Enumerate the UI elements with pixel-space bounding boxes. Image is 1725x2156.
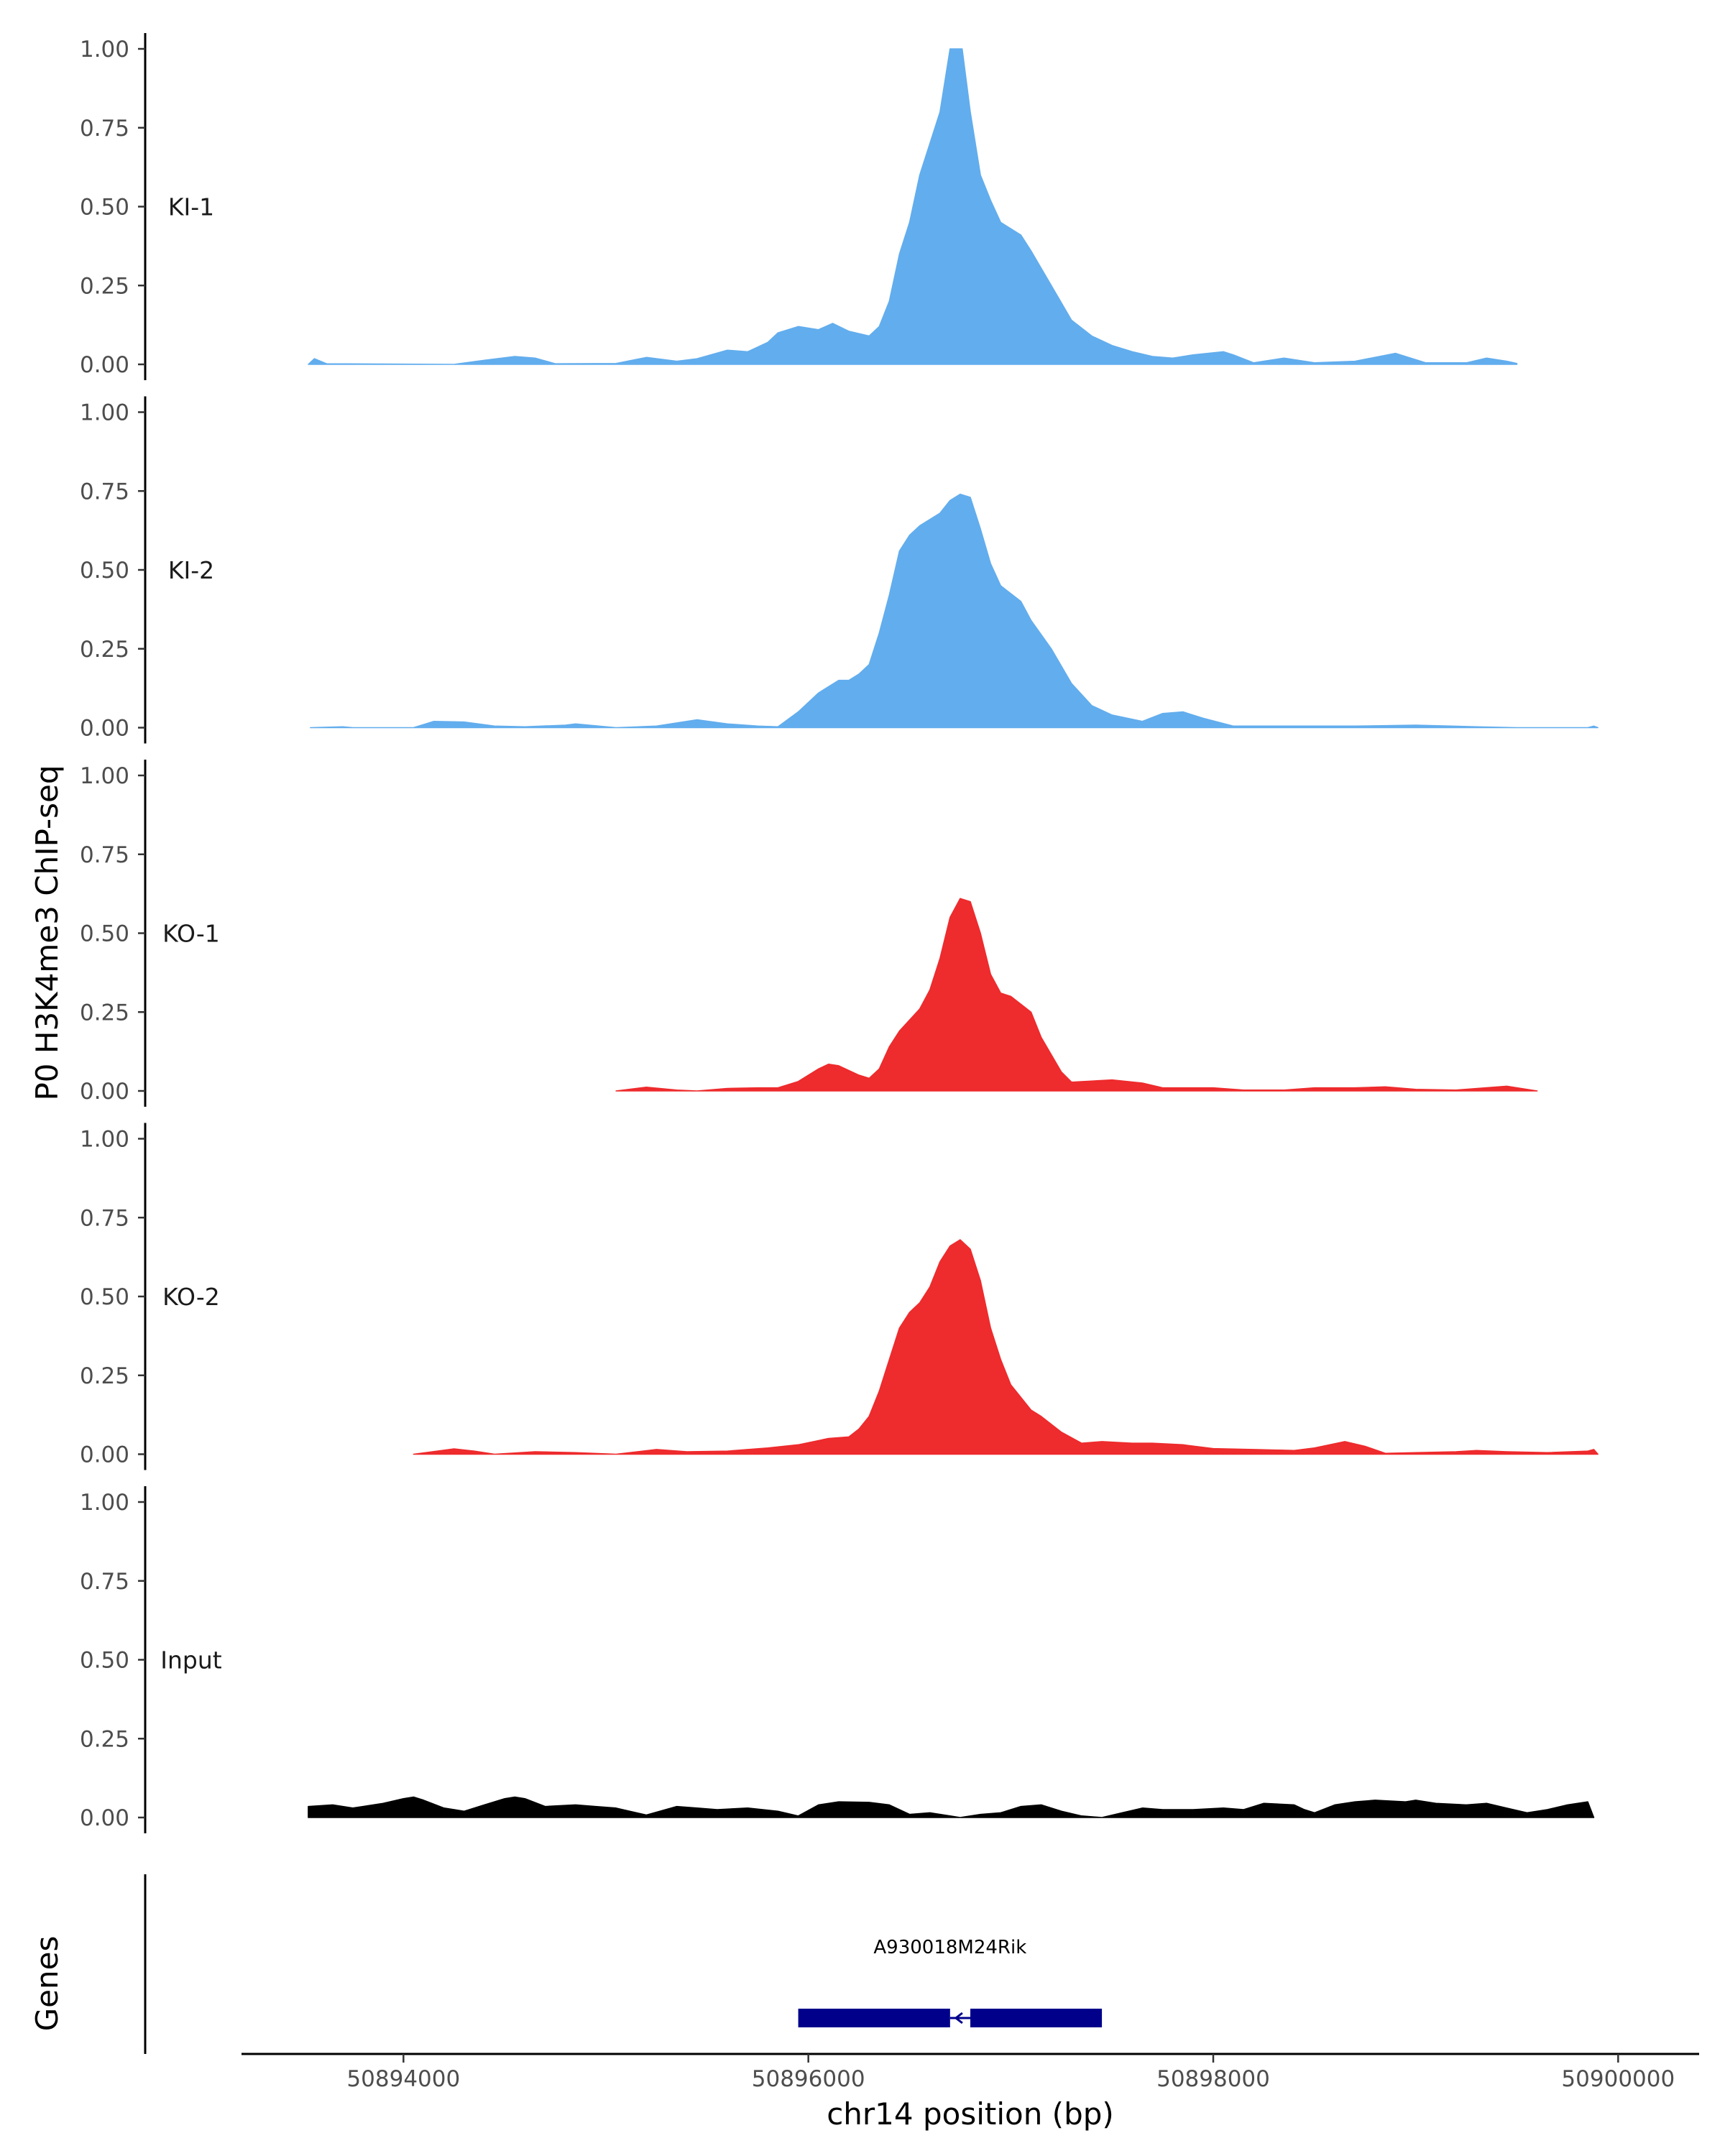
- y-tick-label: 0.00: [80, 1079, 129, 1105]
- y-tick-label: 1.00: [80, 37, 129, 63]
- y-tick-label: 0.25: [80, 637, 129, 663]
- track-label-ko-1: KO-1: [162, 920, 220, 948]
- y-tick-label: 0.50: [80, 921, 129, 947]
- signal-area-input: [308, 1796, 1595, 1818]
- track-label-ko-2: KO-2: [162, 1283, 220, 1311]
- y-tick-label: 0.50: [80, 1284, 129, 1310]
- track-panel-input: 0.00 0.25 0.50 0.75 1.00 Input: [80, 1486, 1595, 1833]
- y-tick-label: 1.00: [80, 1490, 129, 1516]
- tracks-layer: 0.00 0.25 0.50 0.75 1.00 KI-1 0.00 0.25 0.50 0.75…: [80, 33, 1598, 1833]
- genes-axis-title: Genes: [29, 1936, 65, 2032]
- y-tick-label: 0.75: [80, 116, 129, 142]
- x-tick-label: 50894000: [346, 2066, 460, 2092]
- y-tick-label: 0.75: [80, 842, 129, 868]
- track-panel-ki-2: 0.00 0.25 0.50 0.75 1.00 KI-2: [80, 396, 1598, 744]
- track-label-ki-2: KI-2: [168, 556, 214, 584]
- y-tick-label: 0.25: [80, 1726, 129, 1752]
- signal-area-ko-2: [413, 1239, 1598, 1455]
- x-axis-title: chr14 position (bp): [827, 2096, 1114, 2132]
- y-tick-label: 1.00: [80, 763, 129, 789]
- y-tick-label: 0.50: [80, 195, 129, 221]
- signal-area-ki-1: [308, 48, 1518, 365]
- track-panel-ki-1: 0.00 0.25 0.50 0.75 1.00 KI-1: [80, 33, 1518, 380]
- track-label-input: Input: [160, 1646, 222, 1674]
- track-panel-ko-1: 0.00 0.25 0.50 0.75 1.00 KO-1: [80, 760, 1538, 1107]
- y-tick-label: 0.00: [80, 352, 129, 378]
- track-label-ki-1: KI-1: [168, 193, 214, 221]
- y-tick-label: 0.75: [80, 1569, 129, 1595]
- x-tick-label: 50896000: [752, 2066, 865, 2092]
- gene-name-label: A930018M24Rik: [873, 1937, 1026, 1958]
- y-tick-label: 0.25: [80, 1363, 129, 1389]
- gene-model: [798, 2009, 1103, 2027]
- y-tick-label: 0.00: [80, 1442, 129, 1468]
- signal-area-ki-2: [310, 493, 1598, 729]
- y-tick-label: 1.00: [80, 1127, 129, 1153]
- y-tick-label: 0.00: [80, 1805, 129, 1831]
- x-tick-label: 50898000: [1156, 2066, 1270, 2092]
- y-axis-title: P0 H3K4me3 ChIP-seq: [29, 765, 65, 1100]
- x-axis: 50894000 50896000 50898000 50900000: [242, 2053, 1699, 2092]
- y-tick-label: 0.25: [80, 273, 129, 299]
- track-panel-ko-2: 0.00 0.25 0.50 0.75 1.00 KO-2: [80, 1123, 1598, 1470]
- signal-area-ko-1: [615, 898, 1538, 1092]
- y-tick-label: 0.75: [80, 479, 129, 505]
- genes-panel: Genes A930018M24Rik: [29, 1874, 1103, 2054]
- y-tick-label: 1.00: [80, 400, 129, 426]
- gene-exon-right: [970, 2009, 1103, 2027]
- y-tick-label: 0.75: [80, 1205, 129, 1231]
- y-tick-label: 0.50: [80, 1648, 129, 1674]
- gene-strand-arrow-icon: [954, 2012, 963, 2024]
- y-tick-label: 0.50: [80, 558, 129, 584]
- x-tick-label: 50900000: [1561, 2066, 1675, 2092]
- y-tick-label: 0.00: [80, 716, 129, 742]
- gene-exon-left: [798, 2009, 950, 2027]
- y-tick-label: 0.25: [80, 1000, 129, 1026]
